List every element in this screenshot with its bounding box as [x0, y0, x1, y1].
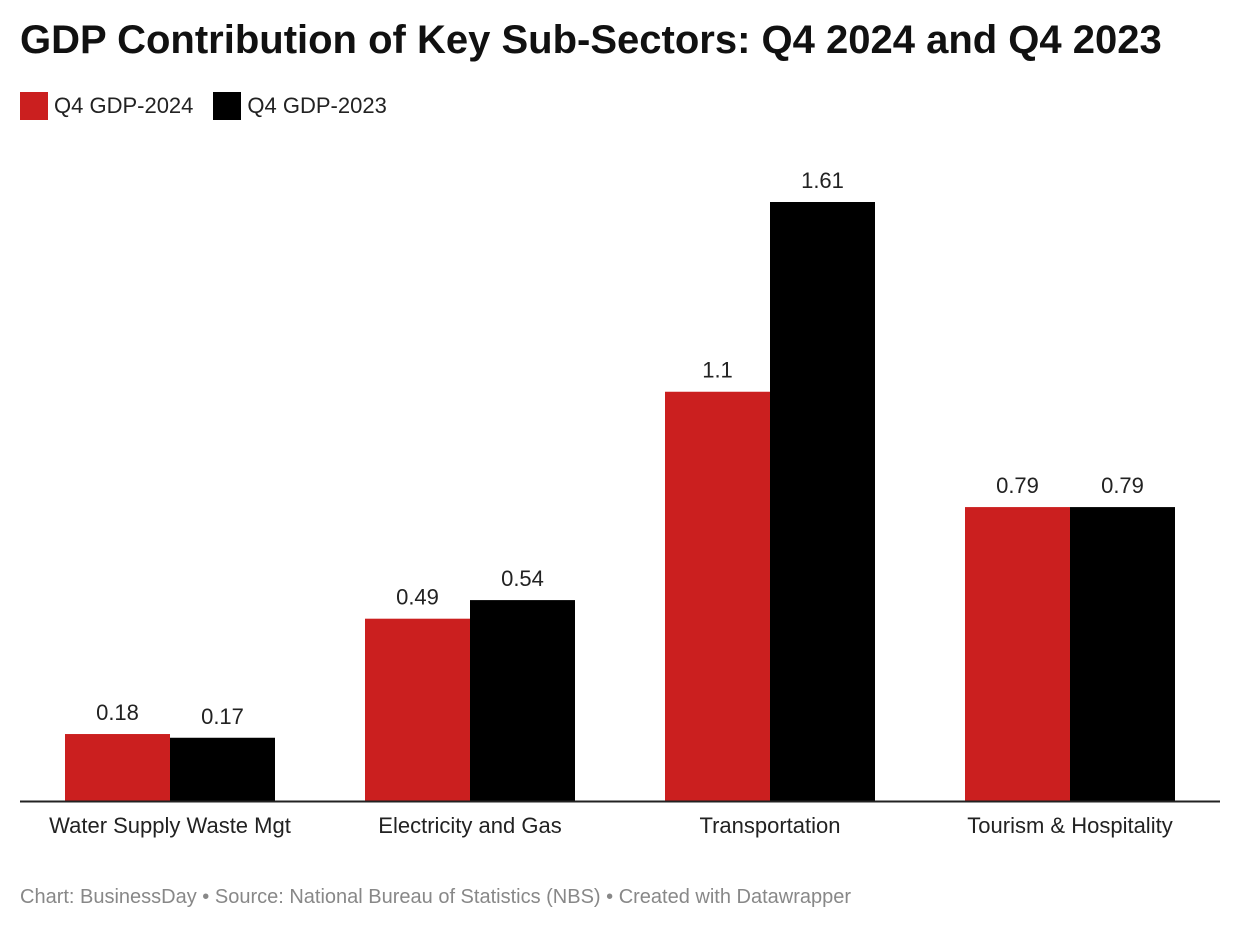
x-tick-label: Tourism & Hospitality [967, 813, 1172, 838]
data-label: 0.18 [96, 700, 139, 725]
chart-footer: Chart: BusinessDay • Source: National Bu… [20, 886, 852, 908]
legend-swatch-2023 [213, 92, 242, 120]
bar [965, 507, 1070, 801]
chart-legend: Q4 GDP-2024 Q4 GDP-2023 [20, 92, 407, 120]
x-tick-label: Electricity and Gas [378, 813, 561, 838]
bar [65, 734, 170, 801]
bar [770, 202, 875, 801]
x-tick-label: Water Supply Waste Mgt [49, 813, 291, 838]
data-label: 0.49 [396, 585, 439, 610]
bar [470, 600, 575, 801]
bar [170, 737, 275, 801]
data-label: 0.17 [201, 704, 244, 729]
data-label: 0.79 [1101, 473, 1144, 498]
bar-chart: 0.18 0.17 Water Supply Waste Mgt 0.49 0.54 El… [20, 168, 1220, 838]
x-tick-label: Transportation [699, 813, 840, 838]
bar [365, 618, 470, 801]
data-label: 1.1 [702, 358, 733, 383]
legend-label-2023: Q4 GDP-2023 [247, 93, 387, 118]
legend-label-2024: Q4 GDP-2024 [54, 93, 194, 118]
legend-item-2023: Q4 GDP-2023 [213, 92, 387, 120]
data-label: 1.61 [801, 168, 844, 193]
data-label: 0.54 [501, 566, 544, 591]
chart-title: GDP Contribution of Key Sub-Sectors: Q4 … [20, 18, 1162, 62]
data-label: 0.79 [996, 473, 1039, 498]
bar [1070, 507, 1175, 801]
legend-swatch-2024 [20, 92, 48, 120]
legend-item-2024: Q4 GDP-2024 [20, 92, 193, 120]
bar [665, 391, 770, 801]
